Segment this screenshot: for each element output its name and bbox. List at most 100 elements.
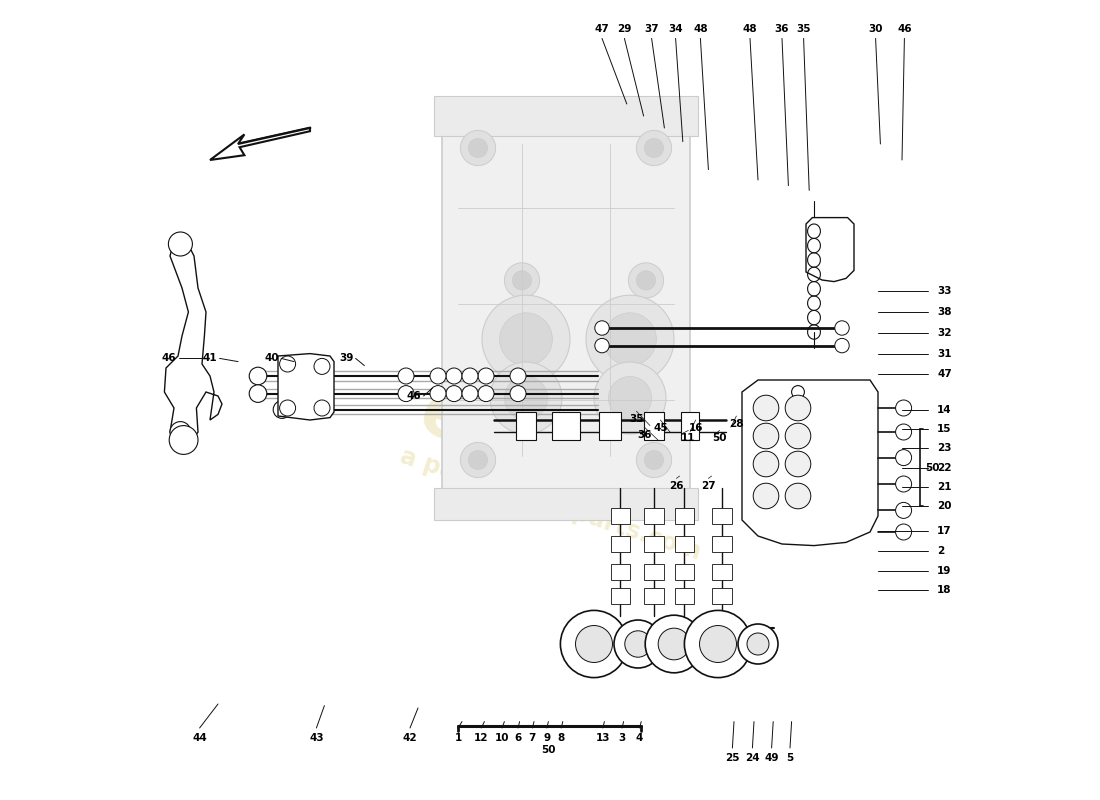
Circle shape: [785, 483, 811, 509]
Bar: [645, 536, 663, 552]
Bar: [674, 564, 694, 580]
Circle shape: [645, 450, 663, 470]
Circle shape: [446, 368, 462, 384]
Circle shape: [895, 400, 912, 416]
Text: 30: 30: [868, 24, 883, 34]
Polygon shape: [210, 128, 310, 160]
Circle shape: [785, 451, 811, 477]
Circle shape: [282, 364, 330, 412]
Circle shape: [595, 338, 609, 353]
Circle shape: [279, 400, 296, 416]
Text: 48: 48: [693, 24, 707, 34]
Circle shape: [478, 386, 494, 402]
Circle shape: [747, 633, 769, 655]
Text: 41: 41: [202, 354, 218, 363]
Text: 31: 31: [937, 349, 952, 358]
Text: 3: 3: [618, 733, 626, 742]
Text: 16: 16: [689, 423, 703, 433]
Circle shape: [462, 386, 478, 402]
Circle shape: [754, 483, 779, 509]
Text: 35: 35: [629, 414, 644, 424]
Circle shape: [469, 450, 487, 470]
Text: 11: 11: [681, 434, 695, 443]
Circle shape: [446, 386, 462, 402]
Text: 2: 2: [937, 546, 945, 556]
Circle shape: [279, 356, 296, 372]
Text: 42: 42: [403, 733, 417, 742]
Circle shape: [168, 232, 192, 256]
Text: 50: 50: [541, 746, 556, 755]
Text: 50: 50: [713, 434, 727, 443]
Circle shape: [273, 401, 290, 418]
Circle shape: [398, 368, 414, 384]
Bar: [713, 564, 732, 580]
Text: 25: 25: [725, 753, 739, 762]
Circle shape: [478, 368, 494, 384]
Circle shape: [505, 377, 548, 420]
Text: 28: 28: [729, 419, 744, 429]
Text: 6: 6: [515, 733, 521, 742]
Circle shape: [595, 321, 609, 335]
Text: 12: 12: [474, 733, 488, 742]
Circle shape: [895, 450, 912, 466]
Bar: [681, 412, 698, 440]
Text: 29: 29: [617, 24, 631, 34]
Text: 49: 49: [764, 753, 779, 762]
Circle shape: [625, 630, 651, 658]
Circle shape: [490, 362, 562, 434]
Circle shape: [637, 270, 656, 290]
Text: 10: 10: [495, 733, 509, 742]
Text: 7: 7: [529, 733, 536, 742]
Bar: [610, 588, 630, 604]
Bar: [598, 412, 622, 440]
Circle shape: [754, 395, 779, 421]
Circle shape: [646, 615, 703, 673]
Bar: [516, 412, 536, 440]
Bar: [645, 564, 663, 580]
Text: 46: 46: [898, 24, 912, 34]
Bar: [610, 536, 630, 552]
Circle shape: [658, 628, 690, 660]
Circle shape: [250, 367, 267, 385]
Circle shape: [510, 386, 526, 402]
Circle shape: [430, 368, 446, 384]
Text: 15: 15: [937, 424, 952, 434]
Circle shape: [754, 423, 779, 449]
Circle shape: [594, 362, 666, 434]
Text: 8: 8: [558, 733, 564, 742]
Circle shape: [614, 620, 662, 668]
Text: 26: 26: [669, 482, 683, 491]
Circle shape: [586, 295, 674, 383]
Circle shape: [684, 610, 751, 678]
Circle shape: [505, 262, 540, 298]
Circle shape: [499, 313, 552, 366]
Bar: [644, 412, 664, 440]
Circle shape: [169, 426, 198, 454]
Circle shape: [513, 270, 531, 290]
Text: 32: 32: [937, 328, 952, 338]
Circle shape: [895, 424, 912, 440]
Bar: [434, 96, 698, 136]
Circle shape: [792, 386, 804, 398]
Text: 47: 47: [937, 370, 952, 379]
Circle shape: [170, 422, 190, 442]
Polygon shape: [806, 218, 854, 282]
Text: 18: 18: [937, 586, 952, 595]
Text: 23: 23: [937, 443, 952, 453]
Text: 39: 39: [339, 354, 353, 363]
Bar: [674, 588, 694, 604]
Circle shape: [430, 386, 446, 402]
Text: 43: 43: [309, 733, 323, 742]
Text: 37: 37: [645, 24, 659, 34]
Text: 33: 33: [937, 286, 952, 296]
Text: 27: 27: [701, 482, 716, 491]
Text: a passion for parts.com: a passion for parts.com: [396, 444, 704, 564]
Text: 14: 14: [937, 405, 952, 414]
Text: 34: 34: [669, 24, 683, 34]
Circle shape: [510, 368, 526, 384]
Circle shape: [461, 442, 496, 478]
Text: 40: 40: [264, 354, 279, 363]
Text: 45: 45: [653, 423, 668, 433]
Text: 44: 44: [192, 733, 207, 742]
Text: 13: 13: [595, 733, 610, 742]
